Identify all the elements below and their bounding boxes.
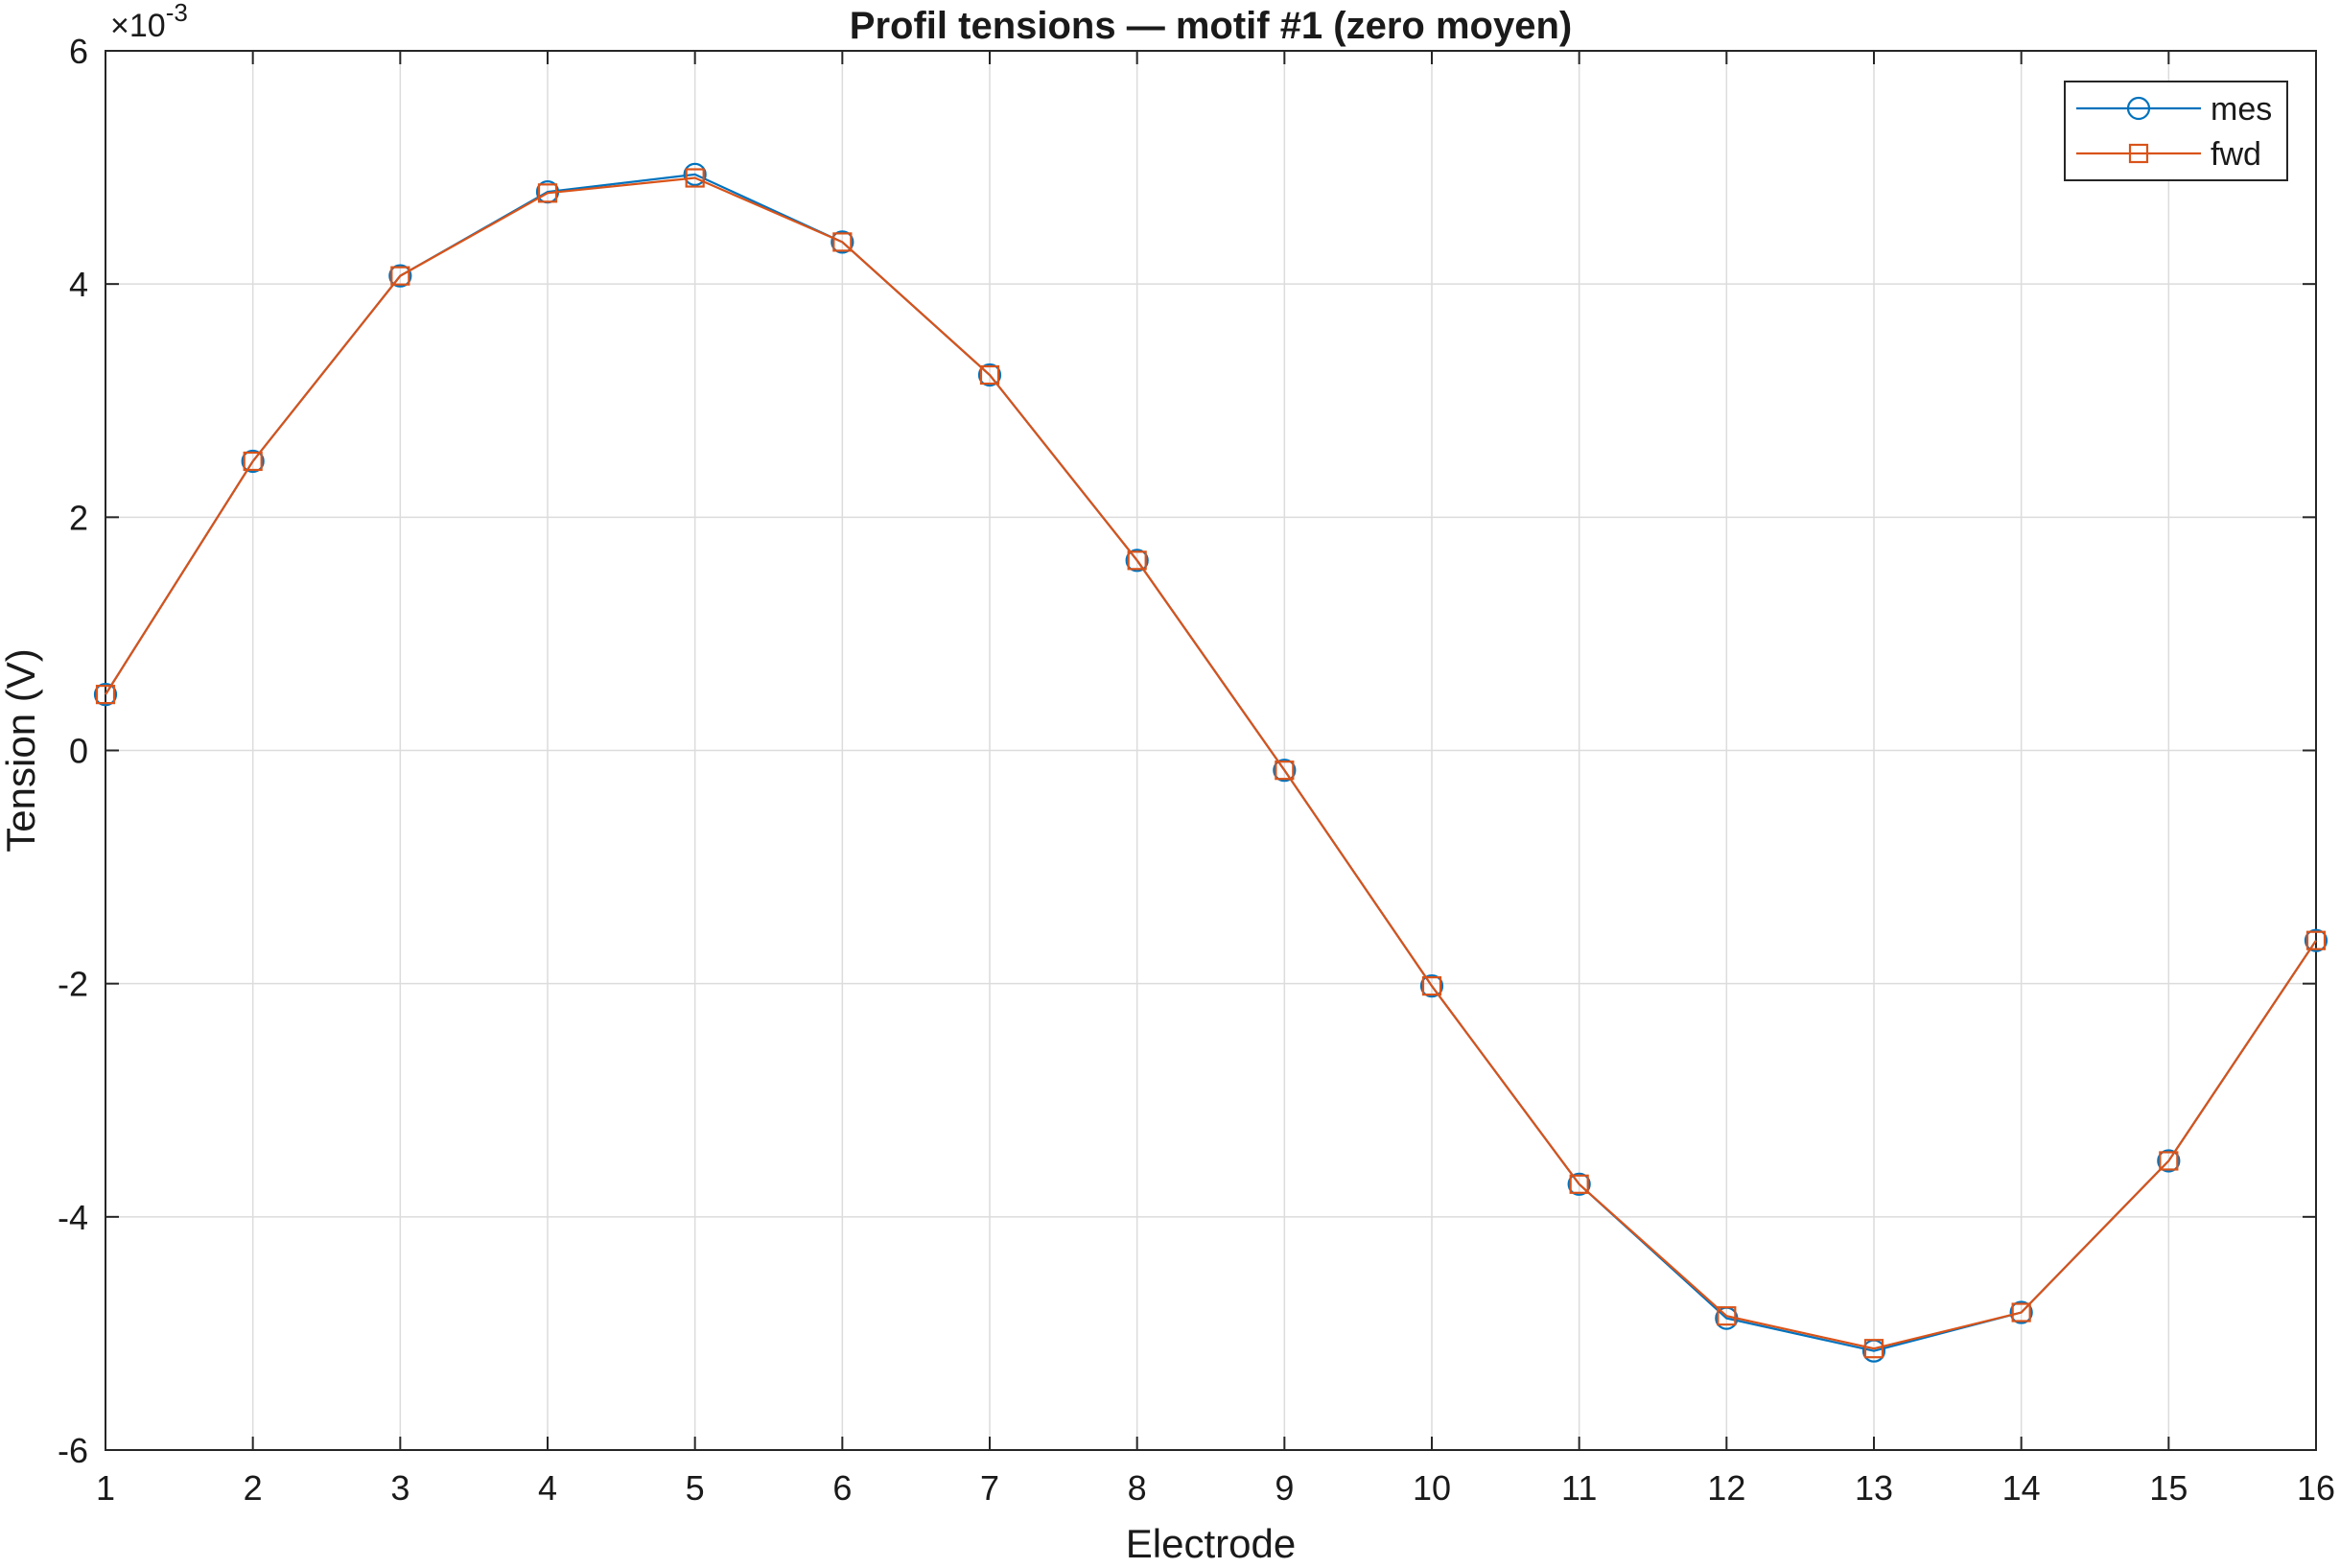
data-point-fwd (685, 168, 705, 188)
x-tick-label: 7 (980, 1468, 999, 1508)
series-layer (93, 162, 2328, 1363)
y-tick-label: -4 (58, 1198, 88, 1237)
x-tick-label: 9 (1275, 1468, 1294, 1508)
data-point-fwd (390, 266, 410, 286)
data-point-fwd (1275, 761, 1295, 781)
x-tick-label: 10 (1413, 1468, 1451, 1508)
data-point-mes (1567, 1172, 1591, 1196)
legend-entry-fwd: fwd (2076, 136, 2261, 173)
data-point-mes (1419, 973, 1444, 998)
data-point-fwd (1717, 1306, 1737, 1326)
data-point-fwd (537, 183, 558, 203)
data-point-mes (1273, 759, 1297, 783)
legend-label-mes: mes (2211, 91, 2272, 128)
data-point-mes (93, 683, 118, 707)
legend-label-fwd: fwd (2211, 136, 2261, 173)
data-point-mes (2304, 928, 2328, 952)
data-point-fwd (1421, 975, 1442, 996)
legend-marker-fwd (2128, 143, 2149, 164)
y-tick-label: 4 (69, 265, 88, 304)
y-tick-label: 6 (69, 32, 88, 71)
x-tick-label: 5 (686, 1468, 705, 1508)
data-point-mes (831, 230, 854, 254)
data-point-fwd (979, 364, 1000, 386)
data-point-fwd (2305, 930, 2327, 950)
y-tick-label: -2 (58, 965, 88, 1004)
x-tick-label: 2 (244, 1468, 263, 1508)
data-point-fwd (2011, 1302, 2031, 1322)
series-line-mes (105, 173, 2317, 1352)
legend-box (2064, 81, 2288, 181)
data-point-mes (683, 162, 707, 186)
y-tick-label: -6 (58, 1431, 88, 1470)
chart-title: Profil tensions — motif #1 (zero moyen) (850, 5, 1572, 47)
x-tick-label: 11 (1561, 1468, 1597, 1508)
x-tick-label: 14 (2002, 1468, 2041, 1508)
x-tick-label: 4 (538, 1468, 557, 1508)
data-point-mes (2157, 1149, 2181, 1173)
y-tick-label: 0 (69, 732, 88, 771)
data-point-fwd (95, 685, 116, 705)
x-tick-label: 15 (2149, 1468, 2188, 1508)
x-tick-label: 6 (832, 1468, 852, 1508)
data-point-fwd (1569, 1174, 1589, 1194)
data-point-mes (1125, 549, 1149, 573)
x-tick-label: 16 (2297, 1468, 2335, 1508)
data-point-fwd (832, 232, 853, 252)
grid-layer (105, 50, 2317, 1451)
series-fwd (95, 168, 2327, 1359)
y-axis-exponent: ×10-3 (110, 0, 188, 44)
data-point-mes (241, 449, 265, 474)
x-axis-label: Electrode (1126, 1521, 1296, 1563)
legend-marker-mes (2126, 96, 2151, 121)
legend: mes fwd (2064, 81, 2288, 181)
data-point-fwd (243, 451, 263, 472)
y-tick-label: 2 (69, 498, 88, 537)
legend-entry-mes: mes (2076, 91, 2272, 128)
x-tick-label: 8 (1128, 1468, 1147, 1508)
x-tick-label: 3 (390, 1468, 410, 1508)
x-tick-label: 12 (1707, 1468, 1745, 1508)
data-point-mes (388, 264, 412, 288)
series-mes (93, 162, 2328, 1363)
data-point-fwd (1863, 1339, 1884, 1359)
x-tick-label: 1 (96, 1468, 115, 1508)
series-line-fwd (105, 176, 2317, 1350)
data-point-mes (977, 363, 1002, 387)
x-tick-label: 13 (1855, 1468, 1893, 1508)
data-point-fwd (2159, 1151, 2179, 1171)
data-point-fwd (1127, 550, 1147, 571)
y-axis-label: Tension (V) (0, 648, 43, 852)
data-point-mes (2009, 1300, 2033, 1324)
